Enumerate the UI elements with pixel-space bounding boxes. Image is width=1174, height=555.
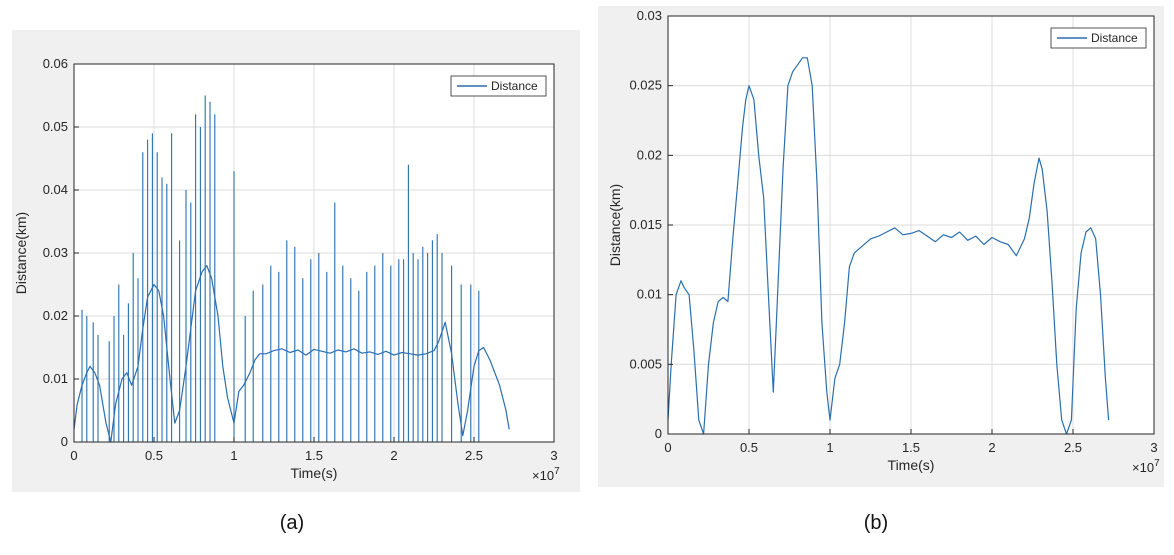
x-tick-label: 1: [230, 448, 237, 463]
x-tick-label: 3: [1150, 440, 1157, 455]
x-tick-label: 1.5: [305, 448, 323, 463]
legend-box: [1050, 27, 1147, 49]
caption-b: (b): [863, 512, 889, 534]
x-tick-label: 2: [390, 448, 397, 463]
y-tick-label: 0: [655, 426, 662, 441]
y-tick-label: 0.03: [637, 8, 662, 23]
y-tick-label: 0.01: [637, 287, 662, 302]
caption-a: (a): [279, 512, 305, 534]
legend-label: Distance: [1091, 31, 1138, 45]
x-axis-label: Time(s): [291, 465, 338, 481]
x-exponent-label: ×107: [532, 466, 560, 483]
x-tick-label: 1.5: [902, 440, 920, 455]
chart-panel-b: 0 0.5 1 1.5 2 2.5 3 0 0.005 0.01 0.015 0.02 0.025 0.0…: [598, 6, 1164, 487]
y-axis-label: Distance(km): [607, 184, 623, 266]
y-tick-label: 0.03: [43, 245, 68, 260]
y-tick-label: 0.015: [629, 217, 662, 232]
x-tick-label: 0.5: [145, 448, 163, 463]
x-tick-label: 0: [70, 448, 77, 463]
x-tick-label: 0.5: [740, 440, 758, 455]
x-tick-label: 0: [664, 440, 671, 455]
legend-label: Distance: [491, 79, 538, 93]
series-line-distance: [73, 265, 510, 443]
series-line-distance: [667, 57, 1110, 435]
y-tick-label: 0.02: [43, 308, 68, 323]
chart-panel-a: 0 0.5 1 1.5 2 2.5 3 0 0.01 0.02 0.03 0.04 0.05 0.06 Ti…: [12, 30, 580, 492]
x-tick-label: 3: [550, 448, 557, 463]
y-tick-label: 0.05: [43, 119, 68, 134]
x-axis-label: Time(s): [888, 457, 935, 473]
x-tick-label: 2.5: [465, 448, 483, 463]
y-axis-label: Distance(km): [13, 212, 29, 294]
y-tick-label: 0.06: [43, 56, 68, 71]
chart-b: 0 0.5 1 1.5 2 2.5 3 0 0.005 0.01 0.015 0.02 0.025 0.0…: [607, 8, 1160, 475]
x-tick-label: 2.5: [1064, 440, 1082, 455]
y-tick-label: 0: [61, 434, 68, 449]
x-tick-label: 2: [988, 440, 995, 455]
y-tick-label: 0.025: [629, 78, 662, 93]
chart-a: 0 0.5 1 1.5 2 2.5 3 0 0.01 0.02 0.03 0.04 0.05 0.06 Ti…: [13, 56, 560, 483]
x-exponent-label: ×107: [1132, 458, 1160, 475]
y-tick-label: 0.005: [629, 356, 662, 371]
y-tick-label: 0.04: [43, 182, 68, 197]
y-tick-label: 0.01: [43, 371, 68, 386]
x-tick-label: 1: [826, 440, 833, 455]
y-tick-label: 0.02: [637, 147, 662, 162]
legend-box: [450, 75, 547, 97]
